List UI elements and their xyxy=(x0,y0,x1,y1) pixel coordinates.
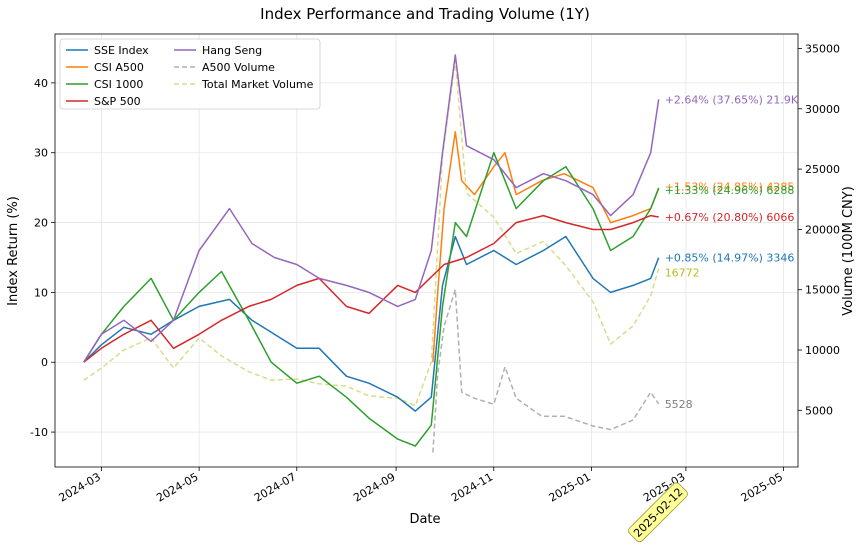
series-line-a500-volume xyxy=(432,288,660,453)
series-line-sandp-500 xyxy=(83,214,659,363)
grid-layer xyxy=(55,34,798,467)
y-left-tick-label: 40 xyxy=(34,77,48,90)
axes-layer: 2024-03 2024-05 2024-07 2024-09 2024-11 2025-… xyxy=(30,33,840,543)
end-label-csi-1000: +1.33% (24.96%) 6288 xyxy=(665,184,795,197)
series-line-csi-1000 xyxy=(83,151,660,447)
plot-frame xyxy=(54,33,799,468)
legend-label-csi-1000: CSI 1000 xyxy=(94,78,143,91)
y-left-tick-label: 0 xyxy=(41,356,48,369)
series-line-csi-a500 xyxy=(432,131,660,363)
x-tick-label: 2024-11 xyxy=(449,470,495,504)
x-tick-label: 2024-05 xyxy=(154,470,200,504)
end-label-a500-volume: 5528 xyxy=(665,398,693,411)
legend-label-hang-seng: Hang Seng xyxy=(202,44,262,57)
series-layer xyxy=(83,54,660,453)
legend-label-sse-index: SSE Index xyxy=(94,44,149,57)
x-tick-label: 2024-09 xyxy=(351,470,397,504)
end-label-hang-seng: +2.64% (37.65%) 21.9K xyxy=(665,93,799,106)
y-right-tick-label: 25000 xyxy=(805,163,840,176)
x-axis-title: Date xyxy=(409,512,440,527)
y-right-tick-label: 30000 xyxy=(805,103,840,116)
x-tick-label: 2025-05 xyxy=(739,470,785,504)
x-tick-label: 2024-07 xyxy=(252,470,298,504)
y-axis-left-title: Index Return (%) xyxy=(6,196,21,306)
x-tick-label: 2025-01 xyxy=(547,470,593,504)
legend: SSE Index CSI A500 CSI 1000 S&P 500 Hang Sen… xyxy=(59,38,321,110)
end-label-sandp-500: +0.67% (20.80%) 6066 xyxy=(665,211,795,224)
chart-title: Index Performance and Trading Volume (1Y… xyxy=(260,5,590,23)
end-labels-layer: +2.64% (37.65%) 21.9K +1.53% (24.85%) 428… xyxy=(665,93,799,411)
series-line-sse-index xyxy=(83,235,660,412)
series-line-total-market-volume xyxy=(83,59,660,407)
end-label-total-market-volume: 16772 xyxy=(665,266,700,279)
y-axis-right-title: Volume (100M CNY) xyxy=(841,186,856,316)
series-line-hang-seng xyxy=(83,54,660,363)
highlight-date-box xyxy=(628,482,688,543)
x-tick-label: 2024-03 xyxy=(57,470,103,504)
legend-box xyxy=(59,38,321,110)
y-left-tick-label: -10 xyxy=(30,426,48,439)
y-right-tick-label: 15000 xyxy=(805,284,840,297)
legend-label-total-market-volume: Total Market Volume xyxy=(201,78,314,91)
end-label-csi-a500: +1.53% (24.85%) 4285 xyxy=(665,181,795,194)
y-left-tick-label: 30 xyxy=(34,147,48,160)
legend-label-sandp-500: S&P 500 xyxy=(94,95,141,108)
y-right-tick-label: 20000 xyxy=(805,223,840,236)
y-right-tick-label: 5000 xyxy=(805,404,833,417)
legend-label-csi-a500: CSI A500 xyxy=(94,61,144,74)
y-right-tick-label: 10000 xyxy=(805,344,840,357)
legend-label-a500-volume: A500 Volume xyxy=(202,61,275,74)
end-label-sse-index: +0.85% (14.97%) 3346 xyxy=(665,252,795,265)
y-left-tick-label: 10 xyxy=(34,286,48,299)
y-left-tick-label: 20 xyxy=(34,217,48,230)
y-right-tick-label: 35000 xyxy=(805,42,840,55)
